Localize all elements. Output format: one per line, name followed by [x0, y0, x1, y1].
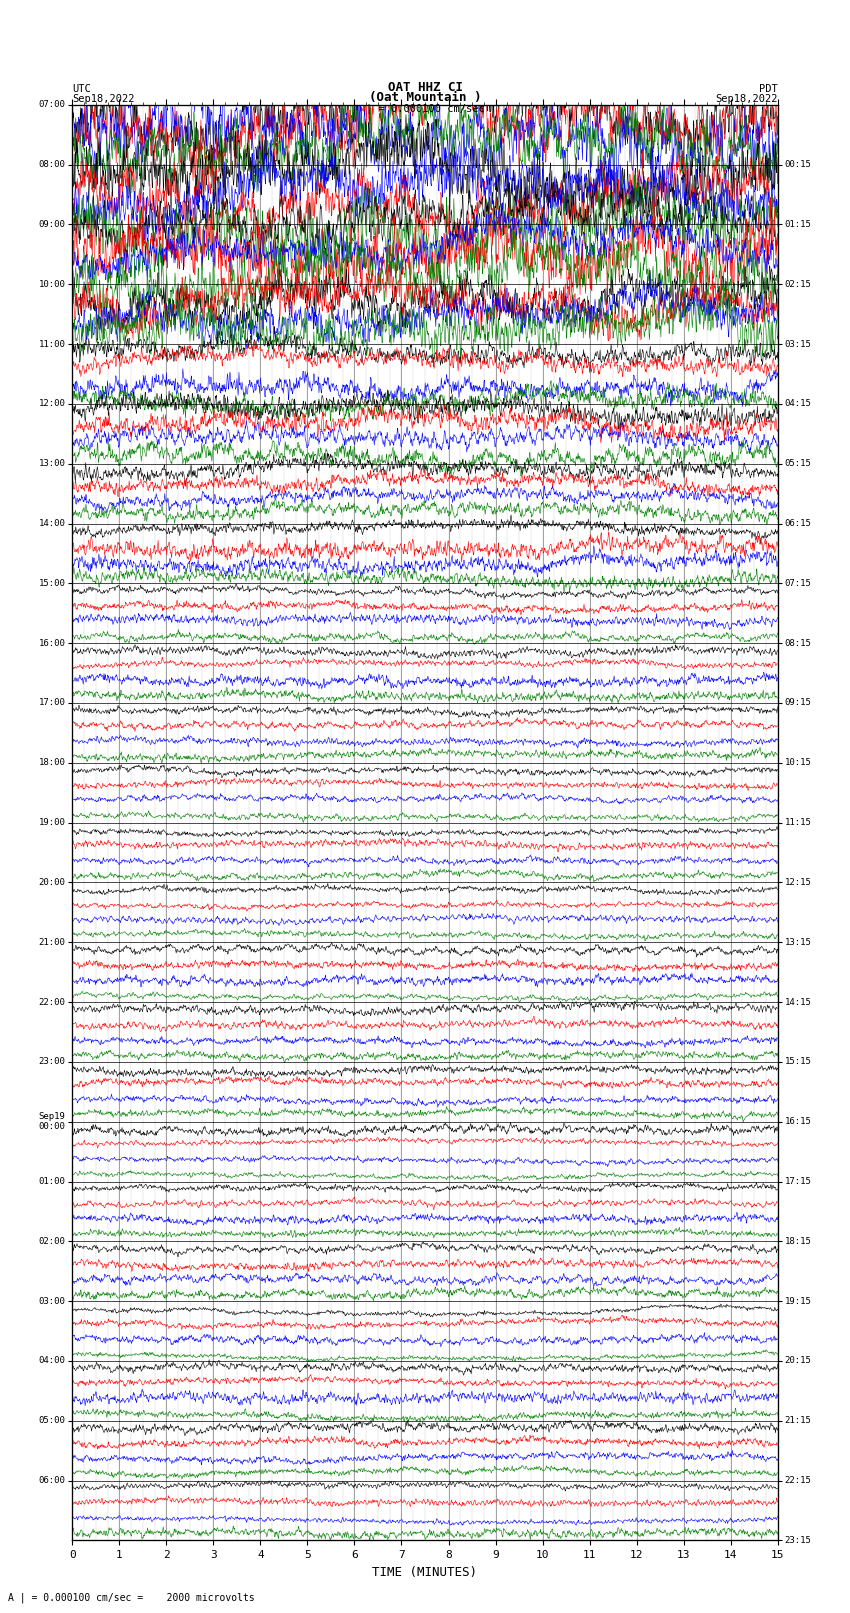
X-axis label: TIME (MINUTES): TIME (MINUTES) [372, 1566, 478, 1579]
Text: (Oat Mountain ): (Oat Mountain ) [369, 90, 481, 105]
Text: UTC: UTC [72, 84, 91, 94]
Text: A | = 0.000100 cm/sec =    2000 microvolts: A | = 0.000100 cm/sec = 2000 microvolts [8, 1592, 255, 1603]
Text: Sep18,2022: Sep18,2022 [72, 94, 135, 105]
Text: Sep18,2022: Sep18,2022 [715, 94, 778, 105]
Text: | = 0.000100 cm/sec: | = 0.000100 cm/sec [366, 103, 484, 113]
Text: OAT HHZ CI: OAT HHZ CI [388, 81, 462, 94]
Text: PDT: PDT [759, 84, 778, 94]
